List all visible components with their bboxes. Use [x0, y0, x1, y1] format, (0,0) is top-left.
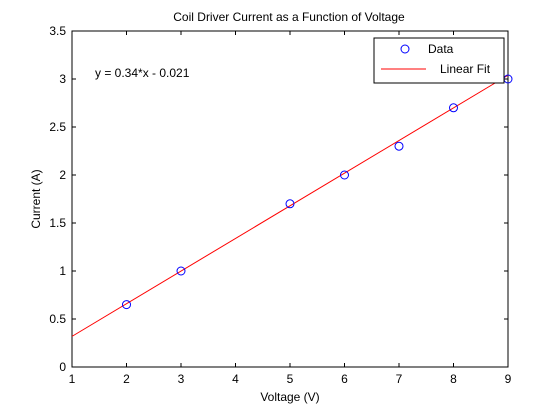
legend: Data Linear Fit: [374, 38, 504, 83]
fit-equation-annotation: y = 0.34*x - 0.021: [95, 66, 190, 80]
x-tick-label: 5: [287, 372, 294, 386]
y-tick-label: 3: [59, 72, 66, 86]
y-tick-label: 1: [59, 264, 66, 278]
y-axis-label: Current (A): [29, 169, 43, 228]
x-tick-label: 6: [341, 372, 348, 386]
x-tick-label: 8: [450, 372, 457, 386]
legend-label-fit: Linear Fit: [440, 62, 491, 76]
y-tick-label: 2.5: [49, 120, 66, 134]
x-tick-label: 7: [396, 372, 403, 386]
y-tick-label: 0: [59, 360, 66, 374]
x-tick-label: 3: [178, 372, 185, 386]
legend-label-data: Data: [428, 42, 454, 56]
x-tick-label: 4: [232, 372, 239, 386]
y-tick-label: 1.5: [49, 216, 66, 230]
y-tick-label: 0.5: [49, 312, 66, 326]
x-axis-label: Voltage (V): [260, 390, 319, 404]
y-tick-label: 2: [59, 168, 66, 182]
chart-title: Coil Driver Current as a Function of Vol…: [173, 10, 405, 24]
x-tick-label: 9: [505, 372, 512, 386]
y-tick-label: 3.5: [49, 24, 66, 38]
x-tick-label: 2: [123, 372, 130, 386]
x-tick-label: 1: [69, 372, 76, 386]
